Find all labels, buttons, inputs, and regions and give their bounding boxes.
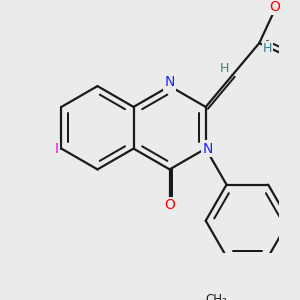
Text: O: O xyxy=(164,198,175,212)
Text: N: N xyxy=(164,75,175,89)
Text: O: O xyxy=(270,0,280,14)
Text: CH₃: CH₃ xyxy=(205,293,226,300)
Text: H: H xyxy=(263,42,272,55)
Text: H: H xyxy=(220,62,229,75)
Text: I: I xyxy=(55,142,59,156)
Text: N: N xyxy=(202,142,213,156)
